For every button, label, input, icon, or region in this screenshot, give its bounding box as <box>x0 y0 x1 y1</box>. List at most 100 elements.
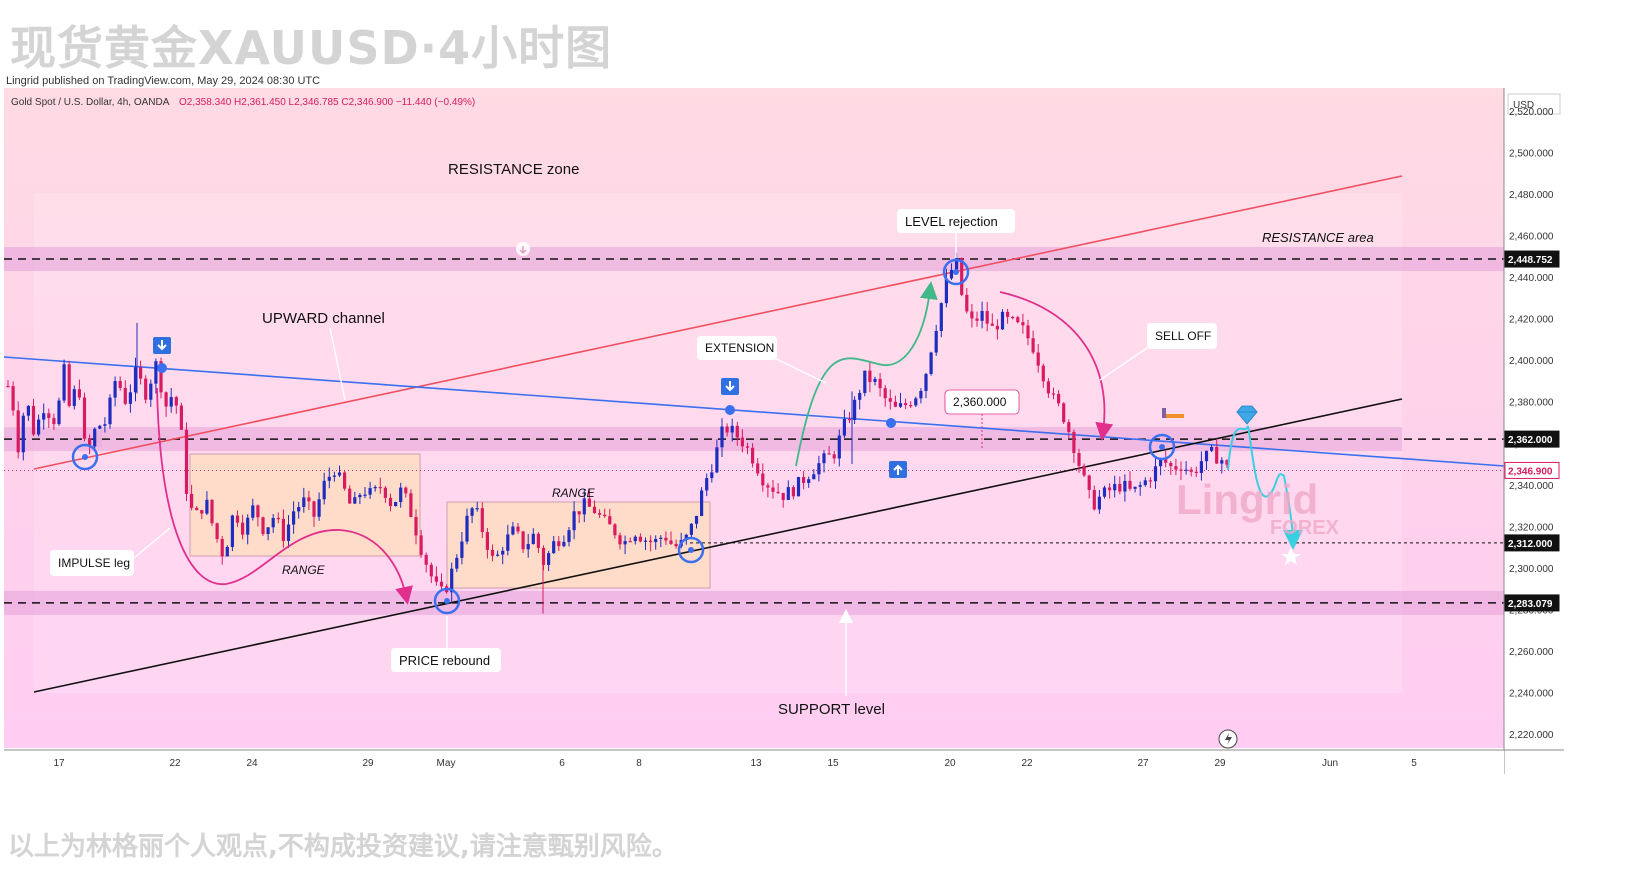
candle-body <box>429 564 433 577</box>
candle-body <box>842 419 846 436</box>
candle-body <box>47 413 51 419</box>
upward-channel-label: UPWARD channel <box>262 310 385 327</box>
candle-body <box>1143 480 1147 486</box>
candle-body <box>128 392 132 404</box>
candle-body <box>292 511 296 525</box>
candle-body <box>439 581 444 587</box>
candle-body <box>225 546 229 557</box>
plot-background <box>4 88 1504 748</box>
candle-body <box>1046 381 1050 394</box>
y-tick-label: 2,240.000 <box>1509 688 1554 699</box>
channel-trendline[interactable] <box>3 356 1505 467</box>
candle-body <box>144 378 148 400</box>
candle-body <box>1220 460 1224 464</box>
candle-body <box>327 476 331 481</box>
candle-body <box>42 413 46 420</box>
time-axis[interactable] <box>4 750 1504 774</box>
price-label: 2,312.000 <box>1508 539 1553 550</box>
candle-body <box>592 506 597 514</box>
candle-body <box>756 463 760 474</box>
page-title: 现货黄金XAUUSD·4小时图 <box>10 21 613 75</box>
candle-body <box>939 303 943 331</box>
up-arrow-icon <box>889 461 907 478</box>
price-label: 2,346.900 <box>1508 466 1553 477</box>
hammer-icon <box>1162 408 1184 418</box>
candle-body <box>858 392 862 400</box>
candle-body <box>1113 483 1117 491</box>
candle-body <box>404 487 408 494</box>
candle-body <box>475 508 479 510</box>
candle-body <box>1006 311 1010 317</box>
candle-body <box>358 494 362 498</box>
candle-body <box>536 533 540 548</box>
candle-body <box>1199 461 1203 473</box>
candle-body <box>1179 469 1183 471</box>
price-rebound-label-box: PRICE rebound <box>391 648 501 672</box>
candle-body <box>82 397 87 439</box>
svg-text:SELL OFF: SELL OFF <box>1155 329 1211 343</box>
x-tick-label: 24 <box>246 758 258 769</box>
candle-body <box>633 536 637 542</box>
y-tick-label: 2,420.000 <box>1509 315 1554 326</box>
candle-body <box>149 383 153 400</box>
candle-body <box>190 493 194 508</box>
candle-body <box>368 488 372 495</box>
candle-body <box>608 516 612 525</box>
candle-body <box>1031 338 1035 353</box>
candle-body <box>664 537 668 541</box>
price-label: 2,362.000 <box>1508 435 1553 446</box>
candle-body <box>883 388 887 399</box>
candle-body <box>1092 489 1096 510</box>
candle-body <box>103 424 107 426</box>
candle-body <box>286 524 291 541</box>
candle-body <box>1174 466 1178 470</box>
candle-body <box>57 400 61 425</box>
candle-body <box>1041 365 1045 382</box>
swing-circle-2 <box>433 587 461 615</box>
selloff-pointer <box>1099 345 1151 381</box>
candle-body <box>847 419 852 421</box>
candle-body <box>123 388 127 404</box>
channel-point-1 <box>157 363 167 373</box>
candle-body <box>766 485 770 488</box>
candle-body <box>1123 480 1127 492</box>
candle-body <box>271 517 275 528</box>
published-info: Lingrid published on TradingView.com, Ma… <box>6 75 321 87</box>
candle-body <box>337 472 342 476</box>
candle-body <box>164 392 168 407</box>
candle-body <box>200 510 204 514</box>
candle-body <box>781 492 785 500</box>
candle-body <box>210 499 214 524</box>
candle-body <box>1169 462 1173 467</box>
candle-body <box>725 426 729 433</box>
candle-body <box>1189 469 1193 472</box>
candle-body <box>470 508 474 516</box>
candle-body <box>383 487 387 498</box>
range-label-1: RANGE <box>282 563 326 577</box>
x-tick-label: 20 <box>944 758 956 769</box>
candle-body <box>501 550 505 555</box>
candle-body <box>873 378 877 382</box>
candle-body <box>1102 487 1107 497</box>
candle-body <box>1057 393 1061 404</box>
candle-body <box>480 508 484 533</box>
replay-icon[interactable] <box>1218 729 1238 749</box>
extension-arrow <box>795 281 938 467</box>
candle-body <box>1097 496 1101 510</box>
candle-body <box>863 370 867 393</box>
candle-body <box>230 515 234 547</box>
sell-off-label-box: SELL OFF <box>1147 323 1217 349</box>
candle-body <box>924 373 928 391</box>
candle-body <box>822 453 826 464</box>
resistance-trendline[interactable] <box>33 175 1403 470</box>
candle-body <box>715 447 719 473</box>
currency-badge[interactable]: USD <box>1507 93 1561 115</box>
candle-body <box>266 527 270 535</box>
candle-body <box>960 258 964 295</box>
y-tick-label: 2,320.000 <box>1509 522 1554 533</box>
candle-body <box>72 389 76 406</box>
candle-body <box>297 507 301 512</box>
candle-body <box>113 381 117 398</box>
impulse-pointer <box>133 527 171 559</box>
price-chart[interactable]: Lingrid FOREX RESISTANCE zone RESISTANCE… <box>0 88 1644 778</box>
